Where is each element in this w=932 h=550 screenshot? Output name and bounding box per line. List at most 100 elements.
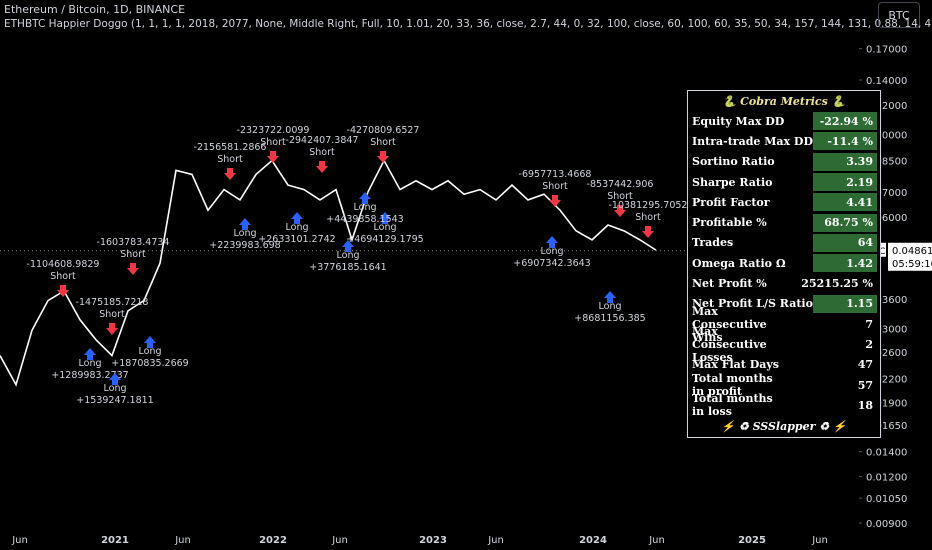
y-tick-label: 0.07000 — [866, 188, 907, 199]
metrics-rows: Equity Max DD -22.94 % Intra-trade Max DD -… — [688, 111, 880, 418]
metric-row: Equity Max DD -22.94 % — [688, 111, 880, 131]
trade-amount: +2633101.2742 — [258, 234, 335, 245]
trade-amount: +1870835.2669 — [111, 358, 188, 369]
trade-amount: -1104608.9829 — [27, 259, 100, 270]
x-tick-label: Jun — [648, 535, 665, 546]
long-arrow — [342, 240, 354, 252]
long-arrow — [604, 291, 616, 303]
trade-side: Short — [50, 271, 76, 282]
metric-row: Max Consecutive Losses 2 — [688, 325, 880, 364]
y-tick-label: 0.14000 — [866, 76, 907, 87]
long-arrow — [546, 236, 558, 248]
metric-label: Net Profit % — [692, 277, 767, 291]
x-tick-label: Jun — [11, 535, 28, 546]
trade-amount: -2323722.0099 — [237, 125, 310, 136]
metric-value: -22.94 % — [813, 112, 877, 131]
long-arrow — [109, 373, 121, 385]
trade-amount: -8537442.906 — [587, 179, 654, 190]
x-tick-label: 2021 — [101, 535, 129, 546]
metric-value: 2 — [865, 337, 873, 351]
metric-label: Sharpe Ratio — [692, 175, 773, 189]
y-tick-label: 0.01650 — [866, 421, 907, 432]
y-tick-label: 0.01050 — [866, 494, 907, 505]
trade-side: Long — [139, 346, 162, 357]
metric-value: 57 — [857, 378, 873, 392]
metric-label: Trades — [692, 236, 734, 250]
short-arrow — [224, 168, 236, 180]
metric-value: 68.75 % — [813, 213, 877, 232]
short-arrow — [57, 285, 69, 297]
currency-button[interactable]: BTC — [878, 2, 920, 28]
trade-amount: +8681156.385 — [574, 313, 645, 324]
x-tick-label: Jun — [487, 535, 504, 546]
metric-value: 2.19 — [813, 173, 877, 192]
trade-side: Short — [309, 147, 335, 158]
x-tick-label: Jun — [174, 535, 191, 546]
price-tag-value: 0.04861 — [892, 246, 932, 257]
metric-value: 4.41 — [813, 193, 877, 212]
metric-label: Profit Factor — [692, 195, 770, 209]
trade-amount: +3776185.1641 — [309, 262, 386, 273]
metric-row: Total months in profit 57 — [688, 372, 880, 398]
metric-row: Trades 64 — [688, 233, 880, 253]
y-tick-label: 0.10000 — [866, 130, 907, 141]
trade-side: Short — [607, 191, 633, 202]
trade-amount: -4270809.6527 — [347, 125, 420, 136]
indicator-title: ETHBTC Happier Doggo (1, 1, 1, 1, 2018, … — [4, 18, 932, 30]
trade-amount: -1603783.4734 — [97, 237, 170, 248]
long-arrow — [239, 218, 251, 230]
metric-value: 18 — [857, 398, 873, 412]
metric-row: Omega Ratio Ω 1.42 — [688, 253, 880, 273]
metrics-table: 🐍 Cobra Metrics 🐍 Equity Max DD -22.94 % I… — [687, 90, 881, 439]
short-arrow — [127, 263, 139, 275]
y-tick-label: 0.01200 — [866, 473, 907, 484]
trade-side: Long — [354, 202, 377, 213]
metric-row: Sharpe Ratio 2.19 — [688, 172, 880, 192]
y-tick-label: 0.06000 — [866, 213, 907, 224]
x-tick-label: 2025 — [738, 535, 766, 546]
metric-value: 1.42 — [813, 254, 877, 273]
trade-amount: +4439858.1543 — [326, 214, 403, 225]
trade-side: Long — [374, 222, 397, 233]
short-arrow — [614, 205, 626, 217]
short-arrow — [377, 151, 389, 163]
trade-side: Long — [286, 222, 309, 233]
y-tick-label: 0.12000 — [866, 101, 907, 112]
metric-value: 47 — [857, 358, 873, 372]
short-arrow — [642, 226, 654, 238]
metric-value: 25215.25 % — [801, 277, 873, 291]
x-tick-label: 2023 — [419, 535, 447, 546]
trade-amount: -6957713.4668 — [519, 169, 592, 180]
trade-amount: +6907342.3643 — [513, 258, 590, 269]
long-arrow — [379, 212, 391, 224]
metric-value: 1.15 — [813, 294, 877, 313]
trade-side: Short — [99, 309, 125, 320]
metric-label: Max Consecutive Wins — [692, 304, 767, 344]
short-arrow — [267, 151, 279, 163]
short-arrow — [549, 195, 561, 207]
trade-side: Long — [599, 301, 622, 312]
trade-amount: +1289983.2737 — [51, 370, 128, 381]
long-arrow — [359, 192, 371, 204]
trade-side: Short — [217, 154, 243, 165]
x-tick-label: Jun — [331, 535, 348, 546]
long-arrow — [84, 348, 96, 360]
trade-amount: +4694129.1795 — [346, 234, 423, 245]
trade-side: Short — [542, 181, 568, 192]
trade-amount: -10381295.7052 — [609, 200, 688, 211]
trade-amount: +2239983.698 — [209, 240, 280, 251]
x-tick-label: 2024 — [579, 535, 607, 546]
metric-label: Net Profit L/S Ratio — [692, 297, 813, 311]
long-arrow — [291, 212, 303, 224]
y-tick-label: 0.00900 — [866, 519, 907, 530]
metric-label: Equity Max DD — [692, 114, 785, 128]
metric-label: Max Consecutive Losses — [692, 324, 767, 364]
trade-side: Long — [337, 250, 360, 261]
price-line — [0, 158, 657, 387]
metric-row: Intra-trade Max DD -11.4 % — [688, 131, 880, 151]
symbol-title: Ethereum / Bitcoin, 1D, BINANCE — [4, 3, 186, 16]
metric-value: -11.4 % — [813, 132, 877, 151]
metrics-footer: ⚡ ♻ SSSlapper ♻ ⚡ — [721, 419, 847, 433]
